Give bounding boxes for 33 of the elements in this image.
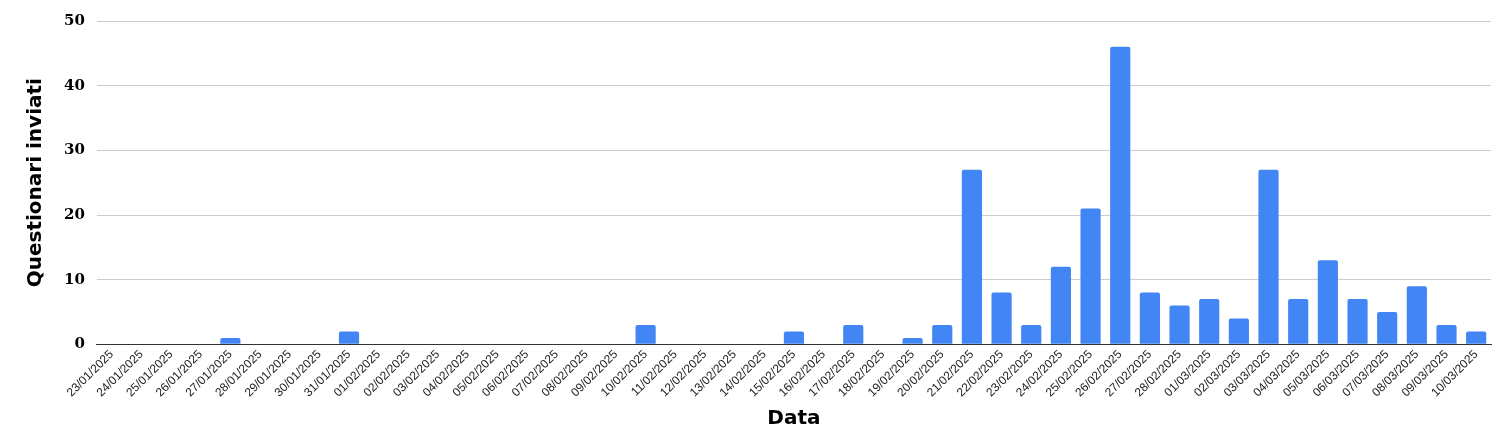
bar [1347,299,1368,344]
bar [1080,208,1101,344]
bar [1228,318,1249,344]
bar [1406,286,1427,344]
bar [843,324,864,344]
bar [1021,324,1042,344]
y-tick-label: 20 [64,204,85,223]
bar [1377,312,1398,344]
y-tick-label: 30 [64,140,85,159]
y-tick-label: 10 [64,269,85,288]
y-tick-label: 50 [64,10,85,29]
bar [1169,305,1190,344]
x-axis-title: Data [767,405,821,430]
bar [1436,324,1457,344]
bar [220,337,241,344]
bar [932,324,953,344]
bar [1288,299,1309,344]
bar [1139,292,1160,344]
bar [902,337,923,344]
bar [1466,331,1487,344]
y-axis-title: Questionari inviati [22,78,47,288]
bar [1199,299,1220,344]
bar [1110,46,1131,344]
bar [1317,260,1338,344]
bar [783,331,805,344]
bar [1258,169,1279,344]
y-tick-label: 40 [64,75,85,94]
bar [635,324,656,344]
bar [1050,266,1071,344]
y-tick-label: 0 [74,334,85,353]
bar [338,331,360,344]
bar [991,292,1012,344]
bar [961,169,982,344]
